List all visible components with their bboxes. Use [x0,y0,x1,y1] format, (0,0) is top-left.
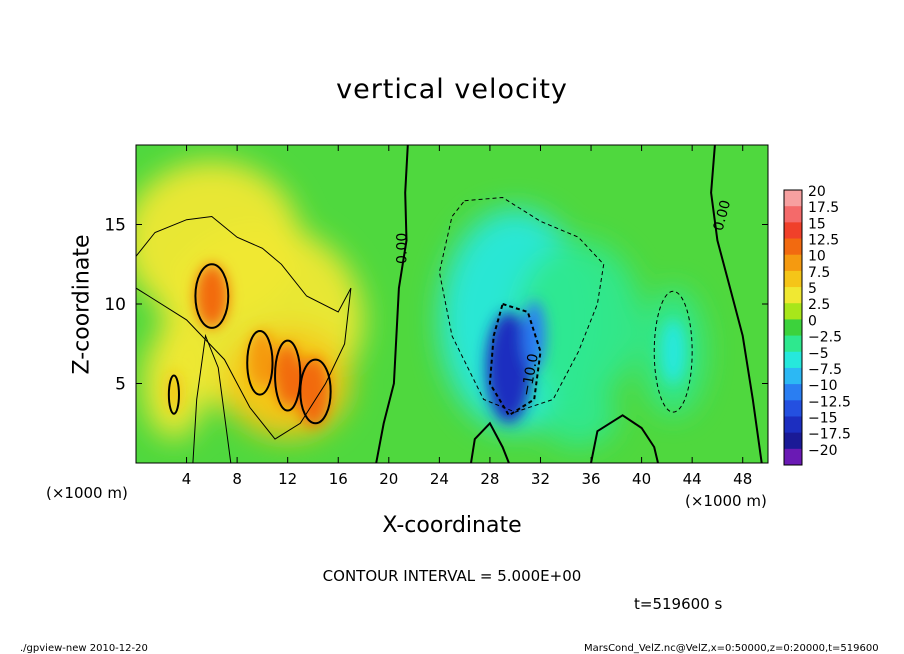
updraft-core-3 [248,331,277,389]
footer-left: ./gpview-new 2010-12-20 [20,643,148,654]
colorbar-swatch-2 [784,222,802,240]
colorbar-swatch-1 [784,206,802,223]
colorbar-label: 20 [808,184,826,200]
colorbar-swatch-13 [784,400,802,417]
colorbar-label: 12.5 [808,233,839,249]
x-tick-label: 12 [278,470,297,488]
colorbar-swatch-14 [784,416,802,434]
colorbar-label: 10 [808,249,826,265]
colorbar-label: 15 [808,216,826,232]
y-tick-label: 15 [104,216,126,236]
field-region-7 [540,383,617,448]
colorbar-swatch-4 [784,254,802,272]
x-tick-label: 20 [379,470,398,488]
y-axis-label: Z-coordinate [69,234,95,375]
colorbar-label: −10 [808,378,838,394]
colorbar-label: −17.5 [808,427,851,443]
contour-10-core-b [274,339,302,412]
downdraft-core-7 [660,319,686,384]
y-tick-label: 10 [104,295,126,315]
colorbar-swatch-15 [784,432,802,450]
zero-contour-mid [375,145,409,463]
x-tick-label: 40 [632,470,651,488]
x-unit-left: (×1000 m) [46,484,128,502]
colorbar-label: 5 [808,281,817,297]
zero-contour-right [710,145,763,463]
contour-label: −10.0 [519,352,542,397]
colorbar-label: −7.5 [808,362,842,378]
updraft-core-2 [296,356,330,427]
colorbar-label: −12.5 [808,394,851,410]
contour-low-a [470,421,510,463]
colorbar-swatch-0 [784,190,802,207]
colorbar-label: −2.5 [808,330,842,346]
colorbar-swatch-8 [784,319,802,337]
colorbar-swatch-6 [784,287,802,304]
colorbar-label: 17.5 [808,200,839,216]
contour-label: 0.00 [394,233,410,264]
x-unit-right: (×1000 m) [685,492,767,510]
colorbar-swatch-11 [784,367,802,385]
x-tick-label: 44 [683,470,702,488]
colorbar-label: 7.5 [808,265,830,281]
contour-low-c [192,333,232,463]
colorbar-swatch-12 [784,384,802,401]
contour-10-core-e [167,374,180,415]
colorbar-swatch-16 [784,448,802,466]
footer-right: MarsCond_VelZ.nc@VelZ,x=0:50000,z=0:2000… [584,643,879,654]
colorbar-label: 2.5 [808,297,830,313]
updraft-core-0 [195,264,229,328]
colorbar-swatch-5 [784,270,802,288]
x-tick-label: 4 [182,470,192,488]
contour-10-core-c [299,358,332,425]
contour-neg5-right [653,290,693,413]
contour-5-left [136,215,352,440]
time-label: t=519600 s [634,595,723,613]
x-tick-label: 24 [430,470,449,488]
colorbar-label: 0 [808,313,817,329]
downdraft-core-6 [522,300,546,371]
colorbar-frame [783,189,803,466]
x-axis-label: X-coordinate [382,513,522,538]
y-tick-label: 5 [115,375,126,395]
x-tick-label: 8 [232,470,242,488]
contour-10-core-d [246,330,274,396]
field-region-5 [515,240,642,400]
updraft-core-1 [275,343,301,408]
contour-low-b [590,414,659,463]
colorbar-label: −5 [808,346,829,362]
x-tick-label: 32 [531,470,550,488]
colorbar-label: −20 [808,443,838,459]
contour-label: 0.00 [711,198,735,232]
colorbar-swatch-9 [784,335,802,353]
x-tick-label: 28 [480,470,499,488]
colorbar-swatch-7 [784,303,802,320]
colorbar-swatch-10 [784,351,802,369]
contour-10-core-a [194,263,230,329]
contour-interval-note: CONTOUR INTERVAL = 5.000E+00 [322,567,582,585]
colorbar-label: −15 [808,410,838,426]
x-tick-label: 48 [733,470,752,488]
x-tick-label: 16 [329,470,348,488]
contour-neg5-center [438,196,605,413]
chart-title: vertical velocity [336,74,568,105]
colorbar-swatch-3 [784,238,802,256]
x-tick-label: 36 [581,470,600,488]
